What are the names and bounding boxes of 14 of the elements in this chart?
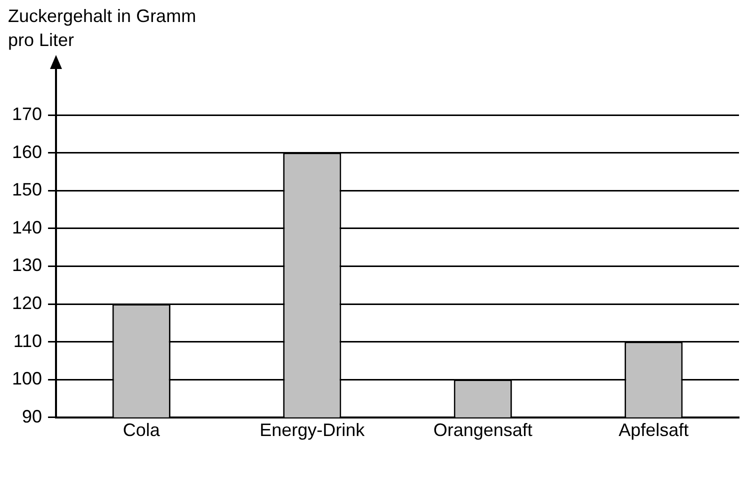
y-tick-label: 130: [12, 255, 42, 276]
y-tick-label: 170: [12, 104, 42, 124]
y-axis-title: Zuckergehalt in Gramm pro Liter: [8, 5, 198, 52]
y-tick-label: 90: [22, 406, 42, 426]
y-tick-label: 110: [13, 330, 42, 351]
y-tick-label: 100: [12, 368, 42, 389]
x-tick-label: Cola: [122, 420, 161, 440]
x-tick-label: Apfelsaft: [618, 420, 689, 440]
x-tick-label: Energy-Drink: [260, 420, 366, 440]
y-tick-label: 160: [12, 142, 42, 162]
y-tick-label: 150: [12, 180, 42, 200]
y-tick-label: 120: [12, 292, 42, 313]
x-tick-label: Orangensaft: [433, 420, 532, 440]
y-tick-label: 140: [12, 217, 42, 238]
